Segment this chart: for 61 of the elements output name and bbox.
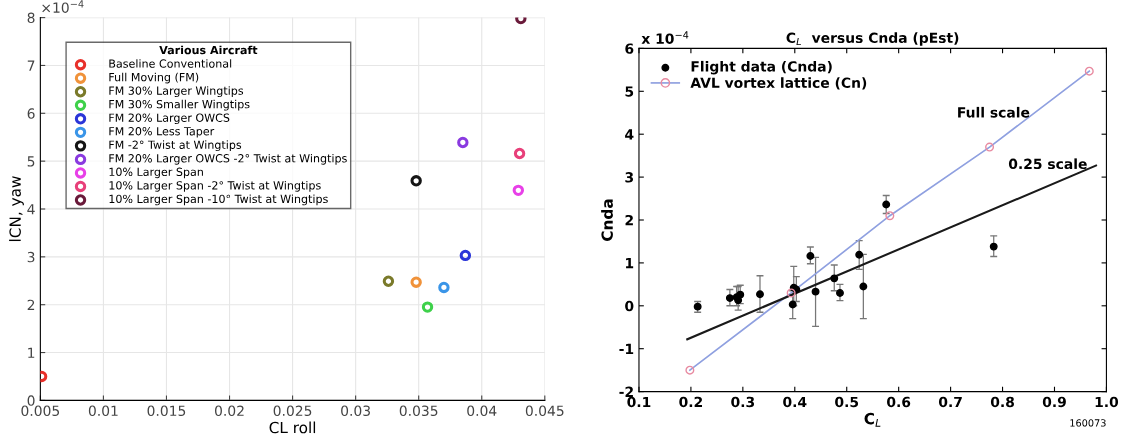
legend-label: 10% Larger Span -10° Twist at Wingtips — [109, 194, 328, 206]
legend-label: FM 30% Larger Wingtips — [109, 86, 244, 97]
y-tick-label: 6 — [625, 43, 634, 54]
y-tick-label: 2 — [625, 214, 633, 226]
x-tick-label: 1.0 — [1095, 396, 1119, 408]
y-axis-title: Cnda — [601, 199, 613, 241]
y-tick-label: 5 — [27, 156, 35, 167]
x-axis-title: CL roll — [269, 421, 316, 434]
y-tick-label: 2 — [27, 299, 35, 310]
x-axis-title: C$_{L}$ — [864, 412, 881, 427]
x-tick-label: 0.2 — [679, 396, 703, 408]
x-tick-label: 0.01 — [88, 405, 118, 417]
text: ×10$^{−4}$ — [42, 0, 84, 13]
x-tick-label: 0.04 — [467, 405, 497, 417]
legend-label: FM 30% Smaller Wingtips — [109, 99, 250, 111]
text: x 10$^{−4}$ — [641, 31, 689, 44]
legend-label: FM -2° Twist at Wingtips — [109, 140, 242, 152]
x-tick-label: 0.9 — [1042, 396, 1066, 408]
x-tick-label: 0.035 — [399, 405, 438, 417]
legend-label: FM 20% Larger OWCS -2° Twist at Wingtips — [109, 153, 347, 165]
x-tick-label: 0.1 — [627, 396, 651, 408]
legend-label: 10% Larger Span -2° Twist at Wingtips — [109, 180, 321, 192]
chart-title: C$_{L}$ versus Cnda (pEst) — [786, 32, 959, 46]
y-tick-label: 1 — [28, 347, 35, 358]
y-tick-label: 1 — [626, 258, 634, 269]
y-tick-label: 3 — [625, 172, 633, 183]
legend-label: Flight data (Cnda) — [691, 60, 832, 75]
x-tick-label: 0.03 — [341, 405, 370, 417]
x-tick-label: 0.6 — [887, 396, 911, 408]
y-axis-title: lCN, yaw — [9, 176, 24, 242]
legend-label: Full Moving (FM) — [109, 72, 199, 84]
x-tick-label: 0.7 — [938, 396, 962, 408]
y-tick-label: -1 — [619, 343, 634, 354]
y-tick-label: 5 — [625, 86, 634, 97]
legend-label: FM 20% Less Taper — [109, 127, 215, 138]
x-tick-label: 0.015 — [147, 405, 186, 417]
x-tick-label: 0.3 — [731, 396, 755, 408]
legend-title: Various Aircraft — [159, 45, 258, 55]
y-tick-label: 6 — [27, 108, 35, 119]
y-tick-label: 3 — [27, 251, 35, 263]
y-tick-label: 0 — [625, 300, 634, 312]
legend-label: AVL vortex lattice (Cn) — [690, 77, 867, 90]
x-tick-label: 0.8 — [990, 396, 1014, 408]
legend-label: FM 20% Larger OWCS — [109, 113, 230, 125]
text: 160073 — [1070, 419, 1106, 427]
y-tick-label: -2 — [619, 386, 633, 397]
y-tick-label: 7 — [27, 60, 35, 71]
legend-label: 10% Larger Span — [109, 167, 203, 179]
y-tick-label: 4 — [625, 129, 634, 140]
x-tick-label: 0.045 — [525, 405, 564, 417]
y-tick-label: 4 — [27, 204, 35, 215]
x-tick-label: 0.5 — [835, 396, 859, 408]
x-tick-label: 0.005 — [21, 405, 60, 417]
legend-label: Baseline Conventional — [109, 59, 232, 68]
y-tick-label: 0 — [27, 395, 35, 406]
y-tick-label: 8 — [27, 12, 35, 24]
x-tick-label: 0.02 — [214, 405, 244, 417]
x-tick-label: 0.025 — [273, 405, 312, 417]
annotation: Full scale — [958, 106, 1030, 118]
annotation: 0.25 scale — [1008, 158, 1087, 170]
x-tick-label: 0.4 — [783, 396, 807, 408]
